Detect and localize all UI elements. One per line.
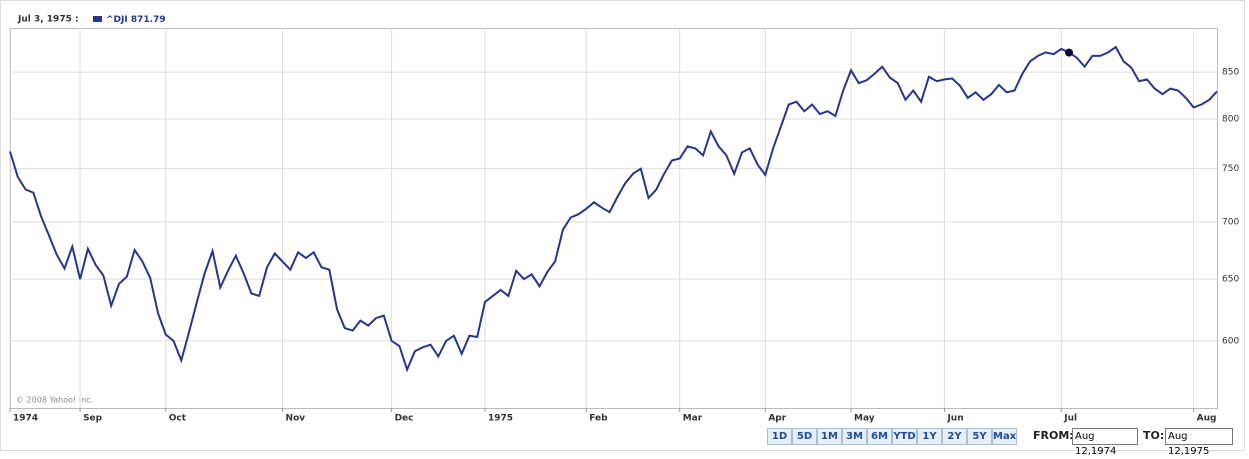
to-input[interactable]: Aug 12,1975 <box>1165 428 1233 457</box>
y-tick-label: 600 <box>1222 336 1239 346</box>
y-tick-label: 700 <box>1222 217 1239 227</box>
to-label: TO: <box>1143 429 1165 442</box>
hover-dot <box>1065 48 1074 57</box>
range-button[interactable]: 5D <box>792 428 817 445</box>
series-line <box>9 45 1218 373</box>
range-button[interactable]: 6M <box>867 428 892 445</box>
x-tick-label: Dec <box>395 414 414 424</box>
from-label: FROM: <box>1033 429 1074 442</box>
hover-value: 871.79 <box>131 15 166 25</box>
legend-name: ^DJI <box>106 15 128 25</box>
x-tick-label: 1975 <box>488 414 513 424</box>
from-input[interactable]: Aug 12,1974 <box>1072 428 1138 457</box>
y-tick-label: 650 <box>1222 275 1239 285</box>
x-tick-label: May <box>854 414 875 424</box>
x-tick-label: Feb <box>589 414 608 424</box>
range-button[interactable]: 1D <box>767 428 792 445</box>
legend-entry: ^DJI 871.79 <box>106 15 166 25</box>
copyright: © 2008 Yahoo! Inc. <box>16 396 93 405</box>
y-tick-label: 850 <box>1222 68 1239 78</box>
range-button[interactable]: 1Y <box>917 428 942 445</box>
frame <box>0 0 1245 451</box>
legend-swatch <box>93 16 102 22</box>
plot-border <box>10 28 1218 409</box>
hover-date: Jul 3, 1975 : <box>17 15 79 25</box>
y-tick-label: 800 <box>1222 114 1239 124</box>
x-tick-label: 1974 <box>13 414 38 424</box>
x-tick-label: Jun <box>946 414 963 424</box>
range-button[interactable]: 3M <box>842 428 867 445</box>
x-tick-label: Jul <box>1063 414 1077 424</box>
x-tick-label: Aug <box>1197 414 1217 424</box>
x-tick-label: Oct <box>169 414 187 424</box>
range-button[interactable]: 1M <box>817 428 842 445</box>
x-tick-label: Mar <box>683 414 703 424</box>
x-tick-label: Sep <box>83 414 103 424</box>
range-button[interactable]: Max <box>992 428 1017 445</box>
x-tick-label: Nov <box>286 414 306 424</box>
range-button[interactable]: YTD <box>892 428 917 445</box>
y-tick-label: 750 <box>1222 164 1239 174</box>
range-button[interactable]: 2Y <box>942 428 967 445</box>
x-tick-label: Apr <box>768 414 786 424</box>
range-button[interactable]: 5Y <box>967 428 992 445</box>
